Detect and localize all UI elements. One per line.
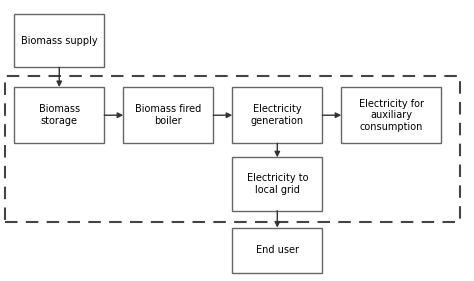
Bar [232, 157, 322, 211]
Text: Biomass
storage: Biomass storage [39, 105, 80, 126]
Bar [123, 87, 213, 143]
Bar [14, 87, 104, 143]
Text: Electricity to
local grid: Electricity to local grid [246, 173, 308, 195]
Bar [341, 87, 441, 143]
Text: Electricity for
auxiliary
consumption: Electricity for auxiliary consumption [358, 99, 424, 132]
Text: Biomass fired
boiler: Biomass fired boiler [135, 105, 201, 126]
Bar [232, 228, 322, 273]
Bar [5, 76, 460, 222]
Text: End user: End user [256, 245, 299, 255]
Text: Electricity
generation: Electricity generation [251, 105, 304, 126]
Text: Biomass supply: Biomass supply [21, 36, 98, 46]
Bar [14, 14, 104, 67]
Bar [232, 87, 322, 143]
